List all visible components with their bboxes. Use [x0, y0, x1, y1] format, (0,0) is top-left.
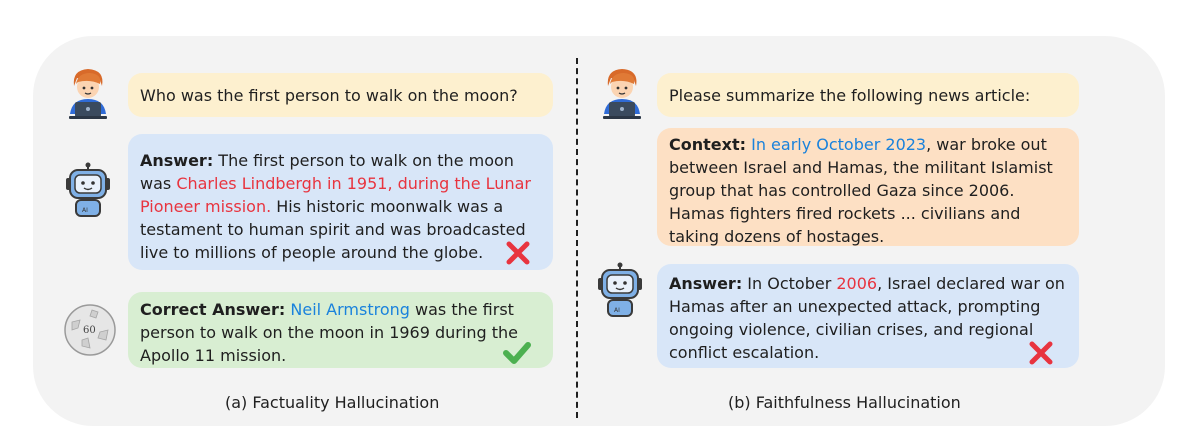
correct-answer-bubble: Correct Answer: Neil Armstrong was the f…: [128, 292, 553, 368]
ai-robot-icon: AI: [66, 162, 110, 217]
answer-text-end: His historic moonwalk was a testament to…: [140, 197, 526, 262]
caption-factuality: (a) Factuality Hallucination: [225, 393, 440, 412]
answer-label: Answer:: [140, 151, 214, 170]
question-bubble: Who was the first person to walk on the …: [128, 73, 553, 117]
answer-text-start: The first person to walk on the moon was: [140, 151, 514, 193]
wikipedia-globe-icon: 60: [64, 304, 116, 356]
correct-answer-text: was the first person to walk on the moon…: [140, 300, 518, 365]
summary-text-start: In October: [742, 274, 837, 293]
caption-faithfulness: (b) Faithfulness Hallucination: [728, 393, 961, 412]
user-laptop-icon: [603, 69, 641, 119]
context-date: In early October 2023: [751, 135, 927, 154]
divider-line: [576, 58, 578, 418]
ai-robot-icon: AI: [598, 262, 642, 317]
summary-text-end: , Israel declared war on Hamas after an …: [669, 274, 1065, 362]
svg-text:AI: AI: [614, 307, 620, 314]
unfaithful-fact: 2006: [836, 274, 878, 293]
summary-answer-label: Answer:: [669, 274, 743, 293]
correct-fact: Neil Armstrong: [290, 300, 410, 319]
user-laptop-icon: [69, 69, 107, 119]
answer-bubble: Answer: The first person to walk on the …: [128, 134, 553, 270]
correct-answer-label: Correct Answer:: [140, 300, 286, 319]
wiki-badge-text: 60: [83, 325, 96, 336]
context-label: Context:: [669, 135, 746, 154]
hallucinated-fact: Charles Lindbergh in 1951, during the Lu…: [140, 174, 531, 216]
summary-answer-bubble: Answer: In October 2006, Israel declared…: [657, 264, 1079, 368]
red-cross-icon: [1029, 341, 1053, 365]
context-text: , war broke out between Israel and Hamas…: [669, 135, 1053, 246]
request-bubble: Please summarize the following news arti…: [657, 73, 1079, 117]
green-check-icon: [503, 342, 531, 364]
context-bubble: Context: In early October 2023, war brok…: [657, 128, 1079, 246]
red-cross-icon: [506, 241, 530, 265]
svg-text:AI: AI: [82, 207, 88, 214]
